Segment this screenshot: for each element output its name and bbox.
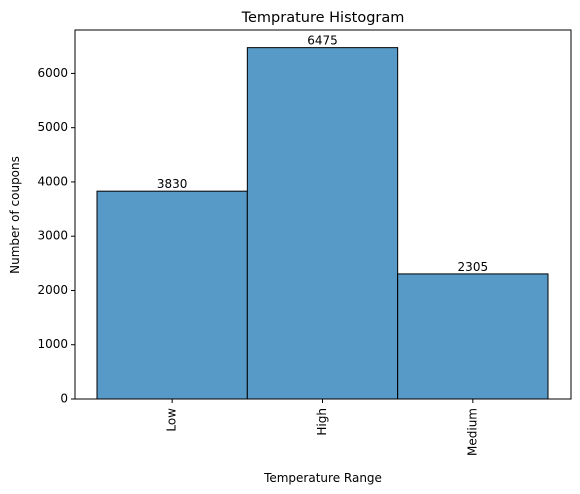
x-axis-label: Temperature Range	[263, 471, 382, 485]
y-tick-label: 6000	[37, 66, 68, 80]
data-label-low: 3830	[157, 177, 188, 191]
x-axis-ticks: Low High Medium	[165, 399, 480, 456]
data-label-medium: 2305	[458, 260, 489, 274]
bar-medium	[398, 274, 548, 399]
x-tick-label-high: High	[315, 408, 329, 436]
y-tick-label: 1000	[37, 337, 68, 351]
bar-high	[247, 48, 397, 399]
bar-low	[97, 191, 247, 399]
y-axis-label: Number of coupons	[8, 156, 22, 274]
x-tick-label-medium: Medium	[465, 408, 479, 456]
y-tick-label: 0	[60, 392, 68, 406]
chart-title: Temprature Histogram	[241, 10, 405, 26]
y-tick-label: 3000	[37, 229, 68, 243]
y-tick-label: 5000	[37, 120, 68, 134]
y-tick-label: 4000	[37, 174, 68, 188]
data-label-high: 6475	[307, 34, 338, 48]
x-tick-label-low: Low	[165, 408, 179, 432]
bars-group	[97, 48, 548, 399]
y-axis-ticks: 0 1000 2000 3000 4000 5000 6000	[37, 66, 75, 406]
y-tick-label: 2000	[37, 283, 68, 297]
